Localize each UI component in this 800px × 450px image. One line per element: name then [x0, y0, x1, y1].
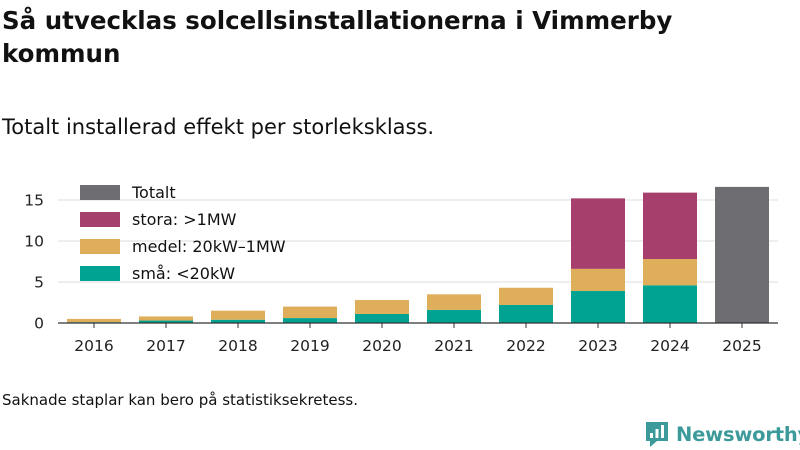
footnote: Saknade staplar kan bero på statistiksek… [2, 391, 359, 409]
newsworthy-logo-icon [646, 422, 668, 447]
bar-segment-medel [499, 287, 553, 305]
y-tick-label: 15 [24, 192, 44, 210]
bar-segment-sma [211, 319, 265, 323]
bar-segment-medel [643, 259, 697, 286]
bar-segment-medel [211, 310, 265, 320]
x-tick-label: 2023 [578, 337, 617, 355]
bar-segment-sma [643, 285, 697, 323]
bar-segment-sma [139, 320, 193, 323]
x-tick-label: 2020 [362, 337, 401, 355]
bar-segment-sma [283, 318, 337, 323]
bar-segment-medel [139, 316, 193, 321]
bar-segment-sma [499, 304, 553, 323]
bar-segment-totalt [715, 186, 769, 323]
legend-swatch-stora [80, 212, 120, 227]
y-tick-label: 10 [24, 233, 44, 251]
bar-segment-medel [67, 318, 121, 323]
legend-label-sma: små: <20kW [132, 264, 235, 283]
legend-label-medel: medel: 20kW–1MW [132, 237, 286, 256]
bar-segment-sma [427, 309, 481, 323]
bar-segment-medel [427, 294, 481, 310]
chart-title: Så utvecklas solcellsinstallationerna i … [2, 6, 673, 68]
x-tick-label: 2019 [290, 337, 329, 355]
bar-segment-medel [283, 306, 337, 319]
legend-label-totalt: Totalt [131, 183, 176, 202]
bar-segment-medel [571, 268, 625, 292]
x-tick-label: 2021 [434, 337, 473, 355]
legend-swatch-medel [80, 239, 120, 254]
chart-subtitle: Totalt installerad effekt per storlekskl… [2, 115, 435, 139]
x-tick-label: 2016 [74, 337, 113, 355]
x-tick-label: 2017 [146, 337, 185, 355]
legend-label-stora: stora: >1MW [132, 210, 237, 229]
x-tick-label: 2018 [218, 337, 257, 355]
bar-segment-stora [571, 198, 625, 269]
x-tick-label: 2022 [506, 337, 545, 355]
legend: Totalt stora: >1MW medel: 20kW–1MW små: <20… [80, 183, 286, 283]
axes: 0 5 10 15 2016 2017 2018 2019 2020 2021 2022 2023 20… [24, 192, 778, 355]
y-tick-label: 5 [34, 274, 44, 292]
x-tick-label: 2024 [650, 337, 689, 355]
stacked-bar-chart: 0 5 10 15 2016 2017 2018 2019 2020 2021 2022 2023 20… [24, 183, 778, 355]
legend-swatch-totalt [80, 185, 120, 200]
y-tick-label: 0 [34, 315, 44, 333]
bar-segment-sma [355, 313, 409, 323]
bars [67, 186, 769, 323]
bar-segment-stora [643, 192, 697, 260]
legend-swatch-sma [80, 266, 120, 281]
bar-segment-medel [355, 300, 409, 314]
x-tick-label: 2025 [722, 337, 761, 355]
bar-segment-sma [571, 291, 625, 323]
brand-name: Newsworthy [676, 422, 800, 446]
brand-logo: Newsworthy [644, 420, 800, 448]
